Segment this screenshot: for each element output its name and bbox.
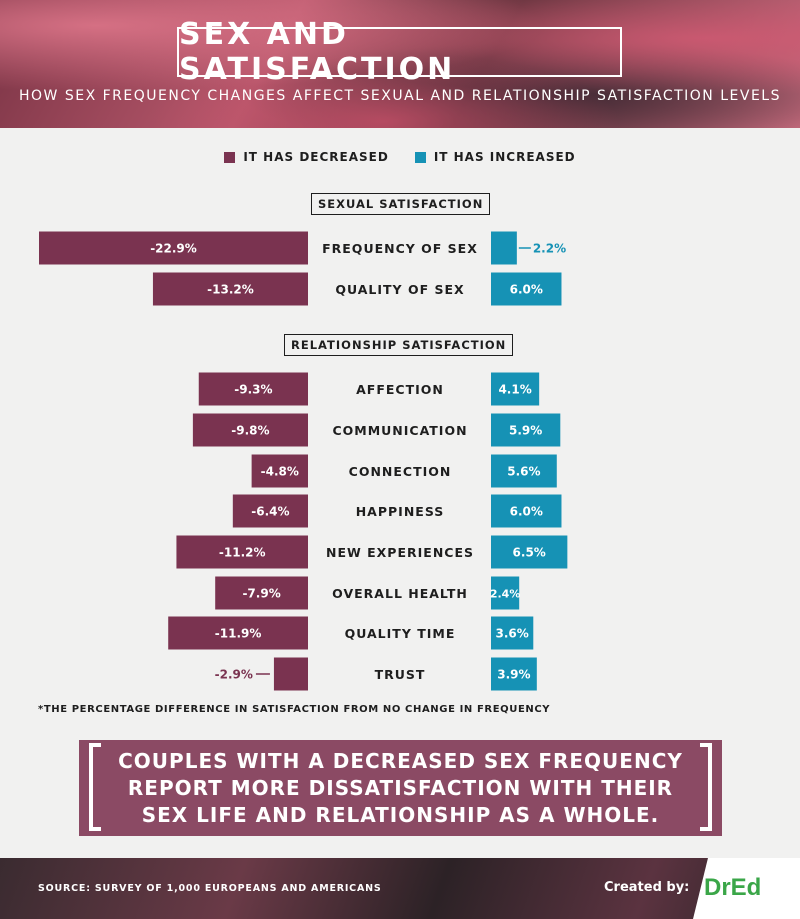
bar-decreased xyxy=(251,454,308,488)
bar-decreased xyxy=(176,535,308,569)
data-label-decreased: -9.3% xyxy=(234,383,272,397)
footnote: *THE PERCENTAGE DIFFERENCE IN SATISFACTI… xyxy=(38,704,551,715)
bar-increased xyxy=(491,454,557,488)
data-label-increased: 5.9% xyxy=(509,424,542,438)
category-label: NEW EXPERIENCES xyxy=(326,545,474,560)
data-label-increased: 6.5% xyxy=(513,546,546,560)
section-label-relationship: RELATIONSHIP SATISFACTION xyxy=(284,334,514,356)
category-label: HAPPINESS xyxy=(356,504,445,519)
bar-decreased xyxy=(152,272,308,306)
data-label-decreased: -22.9% xyxy=(150,242,197,256)
data-label-decreased: -4.8% xyxy=(261,465,299,479)
category-label: QUALITY TIME xyxy=(345,626,456,641)
legend-swatch-increased xyxy=(414,151,426,163)
data-label-increased: 3.9% xyxy=(497,668,530,682)
bar-decreased xyxy=(198,372,308,406)
bar-decreased xyxy=(168,616,308,650)
callout-box: COUPLES WITH A DECREASED SEX FREQUENCY R… xyxy=(79,740,722,836)
category-label: AFFECTION xyxy=(356,382,444,397)
legend: IT HAS DECREASED IT HAS INCREASED xyxy=(0,150,800,164)
bar-increased xyxy=(491,372,540,406)
page-subtitle: HOW SEX FREQUENCY CHANGES AFFECT SEXUAL … xyxy=(19,88,781,104)
legend-item-increased: IT HAS INCREASED xyxy=(414,150,576,164)
category-label: FREQUENCY OF SEX xyxy=(322,241,478,256)
data-label-decreased: -11.9% xyxy=(215,627,262,641)
data-label-increased: 5.6% xyxy=(507,465,540,479)
bar-decreased xyxy=(39,231,308,265)
diverging-bar-chart: -22.9% 2.2% FREQUENCY OF SEX -13.2% 6.0% QUAL… xyxy=(39,231,568,691)
data-label-decreased: -13.2% xyxy=(207,283,254,297)
logo-background xyxy=(693,858,800,919)
header-banner: SEX AND SATISFACTION HOW SEX FREQUENCY C… xyxy=(0,0,800,128)
legend-label-decreased: IT HAS DECREASED xyxy=(243,150,389,164)
callout-line-1: COUPLES WITH A DECREASED SEX FREQUENCY xyxy=(118,749,683,773)
data-label-decreased: -2.9% xyxy=(215,668,253,682)
callout-line-3: SEX LIFE AND RELATIONSHIP AS A WHOLE. xyxy=(141,803,660,827)
bar-increased xyxy=(491,616,534,650)
legend-item-decreased: IT HAS DECREASED xyxy=(224,150,388,164)
callout-line-2: REPORT MORE DISSATISFACTION WITH THEIR xyxy=(127,776,674,800)
callout-bracket-left xyxy=(89,743,101,831)
footer-banner xyxy=(0,858,800,919)
page-title: SEX AND SATISFACTION xyxy=(179,17,456,87)
bar-decreased xyxy=(215,576,308,610)
data-label-decreased: -9.8% xyxy=(231,424,269,438)
title-box: SEX AND SATISFACTION xyxy=(177,17,622,87)
legend-label-increased: IT HAS INCREASED xyxy=(433,150,576,164)
bar-increased xyxy=(491,576,520,610)
data-label-increased: 2.4% xyxy=(490,588,521,601)
data-label-increased: 6.0% xyxy=(510,505,543,519)
bar-increased xyxy=(491,657,537,691)
bar-increased xyxy=(491,494,562,528)
data-label-increased: 3.6% xyxy=(496,627,529,641)
category-label: COMMUNICATION xyxy=(332,423,467,438)
category-label: QUALITY OF SEX xyxy=(335,282,464,297)
data-label-decreased: -6.4% xyxy=(251,505,289,519)
data-label-decreased: -7.9% xyxy=(242,587,280,601)
data-label-increased: 2.2% xyxy=(533,242,566,256)
callout-bracket-right xyxy=(700,743,712,831)
created-by-label: Created by: xyxy=(604,880,690,895)
category-label: OVERALL HEALTH xyxy=(332,586,468,601)
bar-decreased xyxy=(192,413,308,447)
bar-decreased xyxy=(273,657,308,691)
data-label-increased: 6.0% xyxy=(510,283,543,297)
source-note: SOURCE: SURVEY OF 1,000 EUROPEANS AND AM… xyxy=(38,883,382,894)
dred-logo: DrEd xyxy=(704,874,762,901)
category-label: TRUST xyxy=(375,667,426,682)
section-label-sexual: SEXUAL SATISFACTION xyxy=(311,193,491,215)
category-label: CONNECTION xyxy=(349,464,452,479)
data-label-decreased: -11.2% xyxy=(219,546,266,560)
legend-swatch-decreased xyxy=(224,151,236,163)
bar-increased xyxy=(491,231,517,265)
bar-increased xyxy=(491,272,562,306)
bar-increased xyxy=(491,413,561,447)
bar-decreased xyxy=(232,494,308,528)
data-label-increased: 4.1% xyxy=(498,383,531,397)
bar-increased xyxy=(491,535,568,569)
